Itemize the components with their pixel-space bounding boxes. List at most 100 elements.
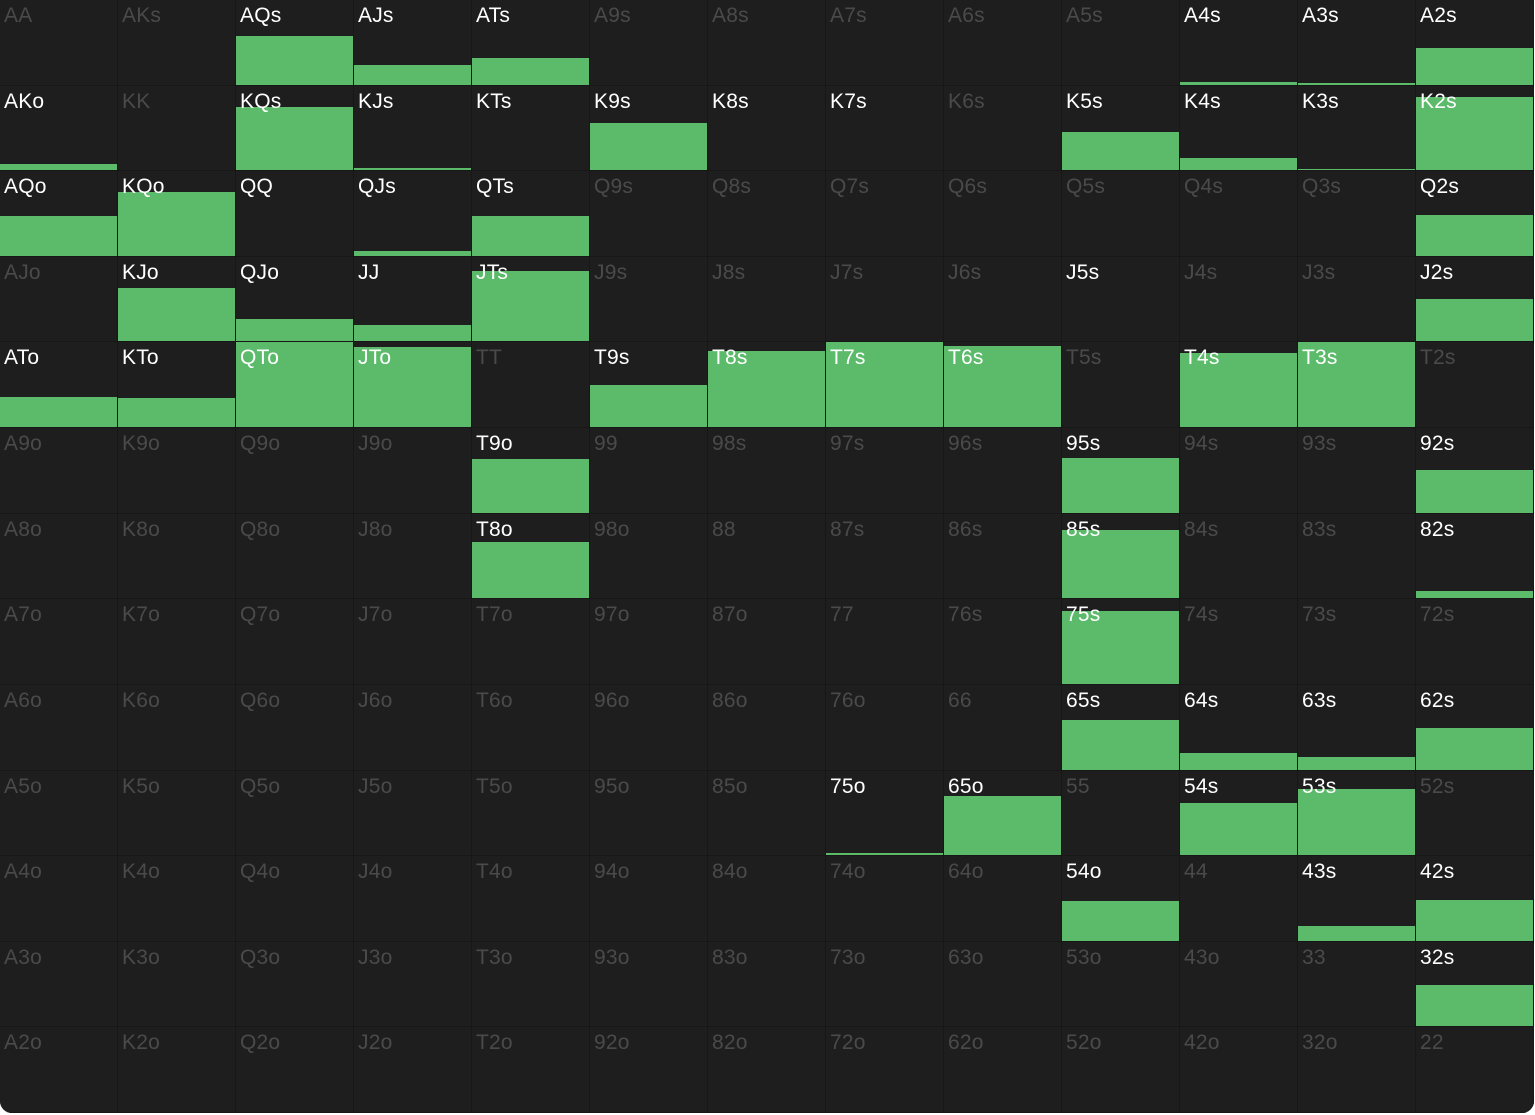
hand-cell-j2o[interactable]: J2o <box>354 1027 472 1113</box>
hand-cell-63s[interactable]: 63s <box>1298 684 1416 771</box>
hand-cell-j3s[interactable]: J3s <box>1298 256 1416 343</box>
hand-cell-q9o[interactable]: Q9o <box>236 428 354 514</box>
hand-cell-22[interactable]: 22 <box>1416 1027 1534 1113</box>
hand-cell-a6s[interactable]: A6s <box>944 0 1062 86</box>
hand-cell-j9o[interactable]: J9o <box>354 428 472 514</box>
hand-cell-t6s[interactable]: T6s <box>944 342 1062 429</box>
hand-cell-k5o[interactable]: K5o <box>118 770 236 857</box>
hand-cell-k4s[interactable]: K4s <box>1180 85 1298 172</box>
hand-cell-q9s[interactable]: Q9s <box>590 171 708 257</box>
hand-cell-kts[interactable]: KTs <box>472 85 590 172</box>
hand-cell-kk[interactable]: KK <box>118 85 236 172</box>
hand-cell-q7o[interactable]: Q7o <box>236 599 354 685</box>
hand-cell-53s[interactable]: 53s <box>1298 770 1416 857</box>
hand-cell-k4o[interactable]: K4o <box>118 856 236 942</box>
hand-cell-t5o[interactable]: T5o <box>472 770 590 857</box>
hand-cell-42o[interactable]: 42o <box>1180 1027 1298 1113</box>
hand-cell-84s[interactable]: 84s <box>1180 513 1298 600</box>
hand-cell-t7o[interactable]: T7o <box>472 599 590 685</box>
hand-cell-94s[interactable]: 94s <box>1180 428 1298 514</box>
hand-cell-j4s[interactable]: J4s <box>1180 256 1298 343</box>
hand-cell-j7o[interactable]: J7o <box>354 599 472 685</box>
hand-cell-94o[interactable]: 94o <box>590 856 708 942</box>
hand-cell-87s[interactable]: 87s <box>826 513 944 600</box>
hand-cell-t2s[interactable]: T2s <box>1416 342 1534 429</box>
hand-cell-a9s[interactable]: A9s <box>590 0 708 86</box>
hand-cell-kqs[interactable]: KQs <box>236 85 354 172</box>
hand-cell-92s[interactable]: 92s <box>1416 428 1534 514</box>
hand-cell-j5o[interactable]: J5o <box>354 770 472 857</box>
hand-cell-54s[interactable]: 54s <box>1180 770 1298 857</box>
hand-cell-97o[interactable]: 97o <box>590 599 708 685</box>
hand-cell-k3s[interactable]: K3s <box>1298 85 1416 172</box>
hand-cell-95o[interactable]: 95o <box>590 770 708 857</box>
hand-cell-k9s[interactable]: K9s <box>590 85 708 172</box>
hand-cell-76s[interactable]: 76s <box>944 599 1062 685</box>
hand-cell-84o[interactable]: 84o <box>708 856 826 942</box>
hand-cell-k3o[interactable]: K3o <box>118 941 236 1028</box>
hand-cell-t4o[interactable]: T4o <box>472 856 590 942</box>
hand-cell-aqs[interactable]: AQs <box>236 0 354 86</box>
hand-cell-98o[interactable]: 98o <box>590 513 708 600</box>
hand-cell-k8o[interactable]: K8o <box>118 513 236 600</box>
hand-cell-52o[interactable]: 52o <box>1062 1027 1180 1113</box>
hand-cell-jto[interactable]: JTo <box>354 342 472 429</box>
hand-cell-t4s[interactable]: T4s <box>1180 342 1298 429</box>
hand-cell-kjo[interactable]: KJo <box>118 256 236 343</box>
hand-cell-a7s[interactable]: A7s <box>826 0 944 86</box>
hand-cell-q4s[interactable]: Q4s <box>1180 171 1298 257</box>
hand-cell-t3s[interactable]: T3s <box>1298 342 1416 429</box>
hand-cell-33[interactable]: 33 <box>1298 941 1416 1028</box>
hand-cell-k6o[interactable]: K6o <box>118 684 236 771</box>
hand-cell-k5s[interactable]: K5s <box>1062 85 1180 172</box>
hand-cell-t3o[interactable]: T3o <box>472 941 590 1028</box>
hand-cell-ats[interactable]: ATs <box>472 0 590 86</box>
hand-cell-97s[interactable]: 97s <box>826 428 944 514</box>
hand-cell-qjo[interactable]: QJo <box>236 256 354 343</box>
hand-cell-a3o[interactable]: A3o <box>0 941 118 1028</box>
hand-cell-qts[interactable]: QTs <box>472 171 590 257</box>
hand-cell-a5o[interactable]: A5o <box>0 770 118 857</box>
hand-cell-q8s[interactable]: Q8s <box>708 171 826 257</box>
hand-cell-q6s[interactable]: Q6s <box>944 171 1062 257</box>
hand-cell-42s[interactable]: 42s <box>1416 856 1534 942</box>
hand-cell-qq[interactable]: QQ <box>236 171 354 257</box>
hand-cell-a4o[interactable]: A4o <box>0 856 118 942</box>
hand-cell-65s[interactable]: 65s <box>1062 684 1180 771</box>
hand-cell-jj[interactable]: JJ <box>354 256 472 343</box>
hand-cell-kjs[interactable]: KJs <box>354 85 472 172</box>
hand-cell-q3s[interactable]: Q3s <box>1298 171 1416 257</box>
hand-cell-73o[interactable]: 73o <box>826 941 944 1028</box>
hand-cell-k2s[interactable]: K2s <box>1416 85 1534 172</box>
hand-cell-77[interactable]: 77 <box>826 599 944 685</box>
hand-cell-83o[interactable]: 83o <box>708 941 826 1028</box>
hand-cell-j6o[interactable]: J6o <box>354 684 472 771</box>
hand-cell-75s[interactable]: 75s <box>1062 599 1180 685</box>
hand-cell-aks[interactable]: AKs <box>118 0 236 86</box>
hand-cell-kto[interactable]: KTo <box>118 342 236 429</box>
hand-cell-a8s[interactable]: A8s <box>708 0 826 86</box>
hand-cell-66[interactable]: 66 <box>944 684 1062 771</box>
hand-cell-72o[interactable]: 72o <box>826 1027 944 1113</box>
hand-cell-73s[interactable]: 73s <box>1298 599 1416 685</box>
hand-cell-t8o[interactable]: T8o <box>472 513 590 600</box>
hand-cell-k7o[interactable]: K7o <box>118 599 236 685</box>
hand-cell-qto[interactable]: QTo <box>236 342 354 429</box>
hand-cell-j2s[interactable]: J2s <box>1416 256 1534 343</box>
hand-cell-43o[interactable]: 43o <box>1180 941 1298 1028</box>
hand-cell-q5s[interactable]: Q5s <box>1062 171 1180 257</box>
hand-cell-j4o[interactable]: J4o <box>354 856 472 942</box>
hand-cell-aqo[interactable]: AQo <box>0 171 118 257</box>
hand-cell-74o[interactable]: 74o <box>826 856 944 942</box>
hand-cell-q8o[interactable]: Q8o <box>236 513 354 600</box>
hand-cell-92o[interactable]: 92o <box>590 1027 708 1113</box>
hand-cell-96s[interactable]: 96s <box>944 428 1062 514</box>
hand-cell-85s[interactable]: 85s <box>1062 513 1180 600</box>
hand-cell-63o[interactable]: 63o <box>944 941 1062 1028</box>
hand-cell-a5s[interactable]: A5s <box>1062 0 1180 86</box>
hand-cell-kqo[interactable]: KQo <box>118 171 236 257</box>
hand-cell-32o[interactable]: 32o <box>1298 1027 1416 1113</box>
hand-cell-qjs[interactable]: QJs <box>354 171 472 257</box>
hand-cell-q2s[interactable]: Q2s <box>1416 171 1534 257</box>
hand-cell-64s[interactable]: 64s <box>1180 684 1298 771</box>
